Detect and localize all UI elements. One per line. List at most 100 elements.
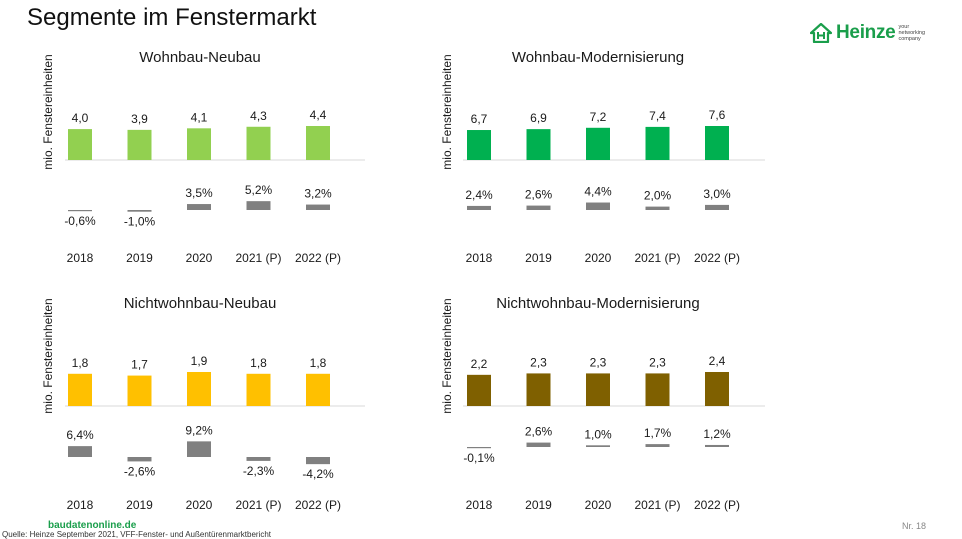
- category-label: 2021 (P): [634, 251, 680, 265]
- value-bar: [68, 129, 92, 160]
- value-bar: [645, 126, 670, 160]
- value-bar: [187, 128, 211, 160]
- growth-label: 2,4%: [465, 188, 493, 202]
- growth-bar: [645, 206, 670, 210]
- value-label: 7,4: [649, 109, 666, 123]
- category-label: 2018: [67, 498, 94, 512]
- category-label: 2020: [585, 251, 612, 265]
- growth-label: 1,2%: [703, 427, 731, 441]
- value-label: 4,4: [310, 108, 327, 122]
- growth-bar: [187, 441, 211, 457]
- growth-label: -4,2%: [302, 467, 334, 481]
- growth-bar: [246, 201, 271, 210]
- growth-label: 3,2%: [304, 187, 332, 201]
- value-label: 1,8: [310, 356, 327, 370]
- value-label: 6,7: [471, 112, 488, 126]
- category-label: 2022 (P): [295, 498, 341, 512]
- category-label: 2019: [525, 251, 552, 265]
- value-label: 2,3: [530, 355, 547, 369]
- value-bar: [467, 374, 491, 406]
- growth-bar: [187, 204, 211, 210]
- value-label: 6,9: [530, 111, 547, 125]
- category-label: 2022 (P): [694, 251, 740, 265]
- value-label: 1,9: [191, 354, 208, 368]
- growth-label: -0,6%: [64, 214, 96, 228]
- category-label: 2020: [585, 498, 612, 512]
- value-label: 7,6: [709, 108, 726, 122]
- growth-bar: [68, 210, 92, 212]
- value-label: 2,4: [709, 354, 726, 368]
- category-label: 2019: [126, 498, 153, 512]
- heinze-logo-icon: [810, 23, 832, 43]
- value-label: 1,8: [250, 356, 267, 370]
- source-note: Quelle: Heinze September 2021, VFF-Fenst…: [2, 530, 272, 539]
- value-bar: [127, 129, 152, 160]
- logo-name: Heinze: [836, 22, 896, 43]
- category-label: 2021 (P): [235, 498, 281, 512]
- value-label: 1,8: [72, 356, 89, 370]
- footer-brand: baudatenonline.de: [48, 520, 137, 531]
- y-axis-label: mio. Fenstereinheiten: [41, 54, 55, 169]
- value-label: 2,3: [649, 355, 666, 369]
- growth-bar: [645, 444, 670, 447]
- value-bar: [526, 129, 551, 160]
- value-bar: [526, 373, 551, 406]
- chart-title: Wohnbau-Neubau: [139, 49, 260, 66]
- growth-bar: [306, 457, 330, 465]
- growth-bar: [68, 446, 92, 457]
- growth-label: 5,2%: [245, 183, 273, 197]
- value-label: 2,3: [590, 355, 607, 369]
- value-bar: [705, 372, 729, 406]
- category-label: 2018: [67, 251, 94, 265]
- value-bar: [705, 126, 729, 160]
- value-label: 1,7: [131, 358, 148, 372]
- growth-label: 2,0%: [644, 189, 672, 203]
- growth-label: 2,6%: [525, 188, 553, 202]
- value-label: 4,0: [72, 111, 89, 125]
- logo-tagline: your networking company: [898, 24, 926, 42]
- value-label: 3,9: [131, 112, 148, 126]
- chart-title: Nichtwohnbau-Neubau: [124, 295, 277, 312]
- growth-bar: [467, 447, 491, 449]
- y-axis-label: mio. Fenstereinheiten: [440, 298, 454, 413]
- value-bar: [586, 127, 610, 160]
- growth-bar: [467, 205, 491, 210]
- value-bar: [645, 373, 670, 406]
- value-bar: [127, 375, 152, 406]
- growth-label: 4,4%: [584, 185, 612, 199]
- value-bar: [586, 373, 610, 406]
- growth-bar: [526, 442, 551, 447]
- page-title: Segmente im Fenstermarkt: [27, 4, 317, 31]
- growth-label: 3,5%: [185, 186, 213, 200]
- value-bar: [467, 130, 491, 160]
- y-axis-label: mio. Fenstereinheiten: [41, 298, 55, 413]
- value-label: 4,3: [250, 109, 267, 123]
- value-bar: [187, 372, 211, 406]
- growth-bar: [306, 204, 330, 210]
- growth-bar: [705, 204, 729, 210]
- category-label: 2022 (P): [694, 498, 740, 512]
- value-bar: [68, 373, 92, 406]
- growth-bar: [127, 457, 152, 462]
- category-label: 2021 (P): [634, 498, 680, 512]
- value-bar: [306, 373, 330, 406]
- chart-title: Wohnbau-Modernisierung: [512, 49, 684, 66]
- value-bar: [246, 126, 271, 160]
- growth-label: 1,7%: [644, 426, 672, 440]
- chart-title: Nichtwohnbau-Modernisierung: [496, 295, 699, 312]
- value-label: 4,1: [191, 110, 208, 124]
- growth-label: 2,6%: [525, 425, 553, 439]
- category-label: 2018: [466, 251, 493, 265]
- growth-label: 6,4%: [66, 428, 94, 442]
- category-label: 2019: [525, 498, 552, 512]
- heinze-logo: Heinze your networking company: [810, 22, 932, 44]
- growth-label: -1,0%: [124, 215, 156, 229]
- growth-label: 1,0%: [584, 427, 612, 441]
- growth-label: 9,2%: [185, 423, 213, 437]
- growth-bar: [526, 205, 551, 210]
- growth-bar: [586, 445, 610, 447]
- page-number: Nr. 18: [902, 521, 927, 531]
